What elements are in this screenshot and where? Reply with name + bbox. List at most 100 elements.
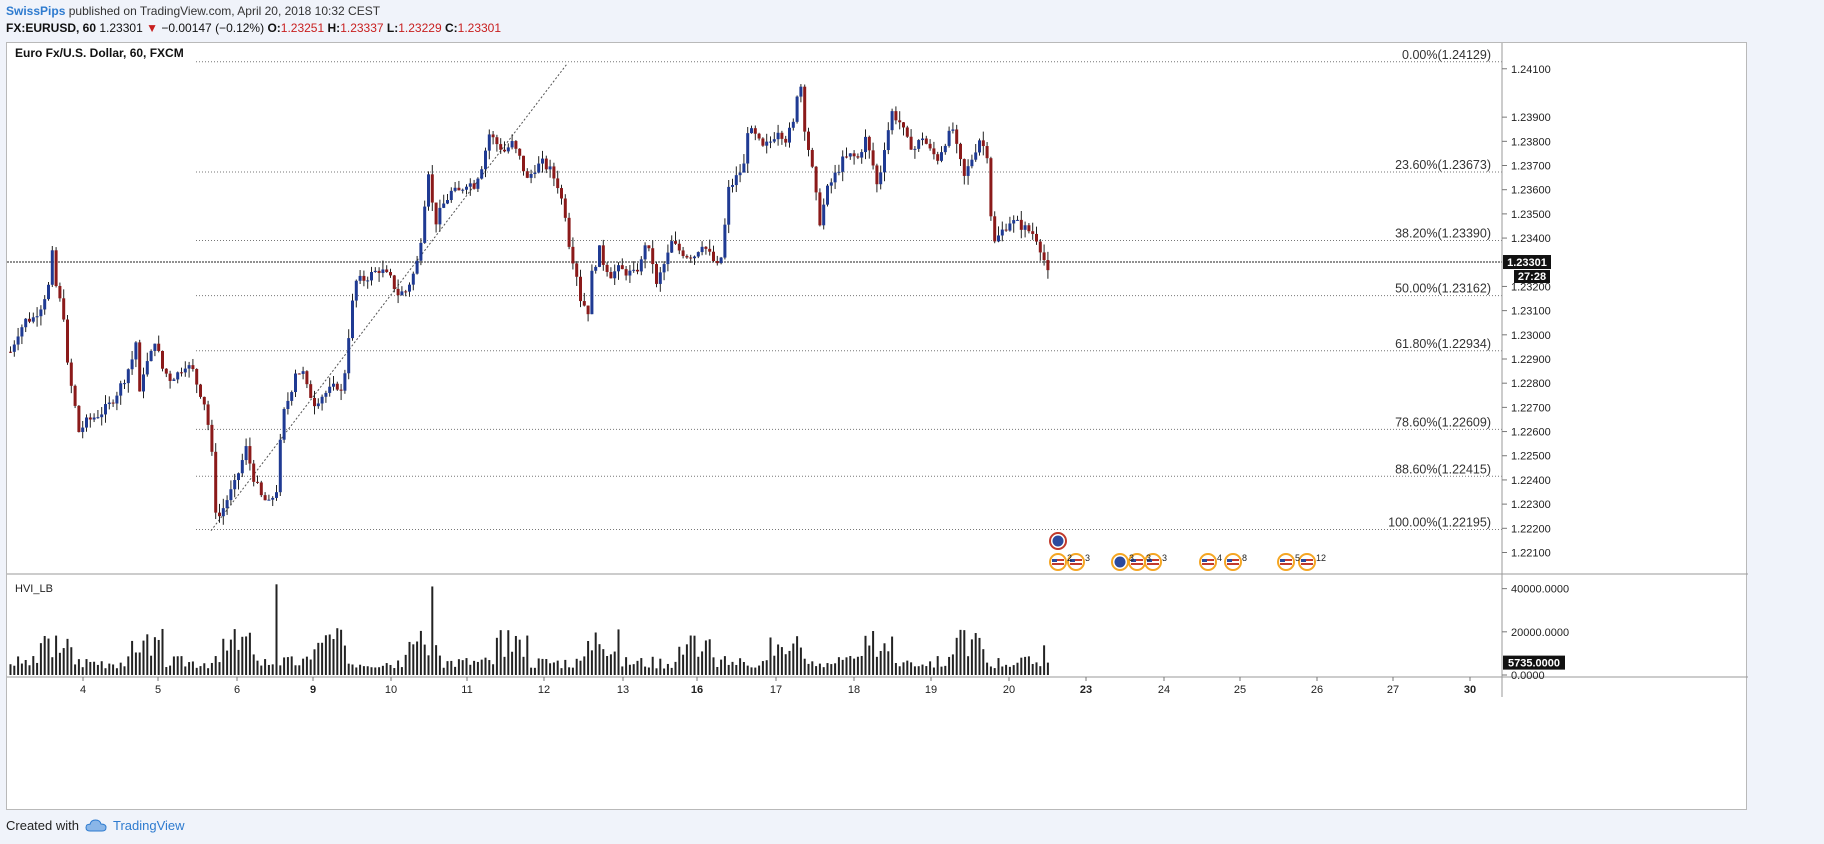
candle-down [305,371,309,385]
volume-bar [594,632,597,675]
volume-bar [514,635,517,675]
volume-bar [678,646,681,675]
volume-bar [853,658,856,675]
candle-down [704,246,708,249]
volume-bar [28,665,31,675]
volume-bar [66,638,69,675]
us-flag-event-icon[interactable] [1049,553,1067,571]
volume-bar [226,650,229,675]
price-tick-label: 1.23100 [1511,306,1551,318]
price-tick-label: 1.22900 [1511,354,1551,366]
candle-up [883,150,886,173]
volume-bar [940,666,943,675]
volume-bar [739,658,742,675]
volume-bar [17,656,20,675]
volume-bar [446,661,449,675]
us-flag-event-icon[interactable] [1277,553,1295,571]
candle-up [506,147,510,152]
volume-bar [583,656,586,675]
event-count-label: 12 [1316,553,1326,563]
volume-bar [590,650,593,675]
chart-canvas[interactable]: Euro Fx/U.S. Dollar, 60, FXCM 1.24100 1.23… [7,43,1748,811]
volume-bar [499,630,502,675]
author-link[interactable]: SwissPips [6,4,66,18]
volume-bar [298,665,301,675]
volume-bar [317,642,320,675]
candle-down [784,138,788,143]
chart-frame[interactable]: Euro Fx/U.S. Dollar, 60, FXCM 1.24100 1.23… [6,42,1748,811]
candle-down [1038,241,1042,253]
candle-up [107,402,111,405]
candle-up [324,392,328,397]
candle-down [392,275,396,289]
high-value: 1.23337 [340,21,384,35]
us-flag-stripe-white [1052,561,1064,563]
candle-down [252,463,256,482]
us-flag-event-icon[interactable] [1298,553,1316,571]
us-flag-stripe-white [1131,561,1143,563]
candle-up [271,497,275,500]
us-flag-event-icon[interactable] [1224,553,1242,571]
us-flag-event-icon[interactable] [1067,553,1085,571]
time-tick-label: 12 [538,684,550,696]
tradingview-brand-link[interactable]: TradingView [112,818,185,833]
eu-flag-event-icon[interactable] [1049,532,1067,550]
candle-down [993,216,997,242]
candle-down [256,481,259,483]
down-arrow-icon: ▼ [146,21,158,35]
volume-bar [834,663,837,675]
volume-bar [640,658,643,675]
volume-bar [579,660,582,675]
fib-level-label: 0.00%(1.24129) [1402,48,1491,62]
volume-bar [245,636,248,675]
ticker-line: FX:EURUSD, 60 1.23301 ▼ −0.00147 (−0.12%… [6,21,501,36]
candle-up [358,275,362,281]
volume-bar [465,658,468,675]
candle-up [974,152,978,160]
volume-bar [784,654,787,675]
volume-bar [77,659,80,675]
volume-bar [1035,662,1038,675]
candle-down [495,137,499,145]
volume-bar [355,667,358,675]
candle-up [320,396,324,404]
volume-bar [131,640,134,675]
us-flag-event-icon[interactable] [1144,553,1162,571]
candle-down [810,149,814,167]
eu-flag-event-icon[interactable] [1111,553,1129,571]
candle-down [651,248,655,265]
volume-bar [932,667,935,675]
volume-bar [872,631,875,675]
volume-bar [1005,664,1008,675]
candle-up [613,271,617,279]
candle-down [871,150,875,166]
volume-bar [1024,656,1027,675]
volume-bar [666,663,669,675]
candle-down [544,158,548,170]
volume-bar [655,668,658,675]
candle-up [278,439,282,493]
candle-up [951,129,955,131]
event-count-label: 3 [1129,553,1134,563]
volume-bar [917,666,920,675]
candle-down [88,417,92,420]
candle-up [153,343,157,351]
volume-bar [157,639,160,675]
volume-bar [309,659,312,675]
candle-up [187,365,191,369]
price-tick-label: 1.23000 [1511,330,1551,342]
candle-down [1042,252,1046,261]
volume-bar [1016,662,1019,675]
volume-bar [659,658,662,675]
volume-bar [849,655,852,675]
candle-down [636,269,639,272]
candle-down [875,165,879,185]
candle-up [731,185,734,187]
indicator-name: HVI_LB [15,583,53,595]
us-flag-event-icon[interactable] [1199,553,1217,571]
candle-up [742,163,746,173]
us-flag-stripe-white [1227,561,1239,563]
volume-bar [647,667,650,675]
candle-up [886,130,890,151]
countdown-label: 27:28 [1518,271,1546,283]
